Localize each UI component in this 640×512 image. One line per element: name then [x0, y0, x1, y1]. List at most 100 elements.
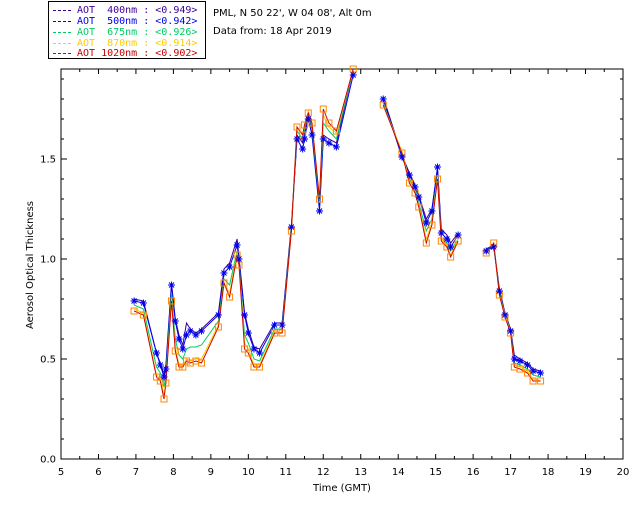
data-point-500 — [308, 131, 316, 139]
x-tick-label: 17 — [504, 467, 517, 478]
x-tick-label: 5 — [58, 467, 64, 478]
legend-item-675: AOT 675nm : <0.926> — [53, 27, 197, 38]
x-tick-label: 9 — [208, 467, 214, 478]
data-point-500 — [405, 171, 413, 179]
data-point-500 — [171, 317, 179, 325]
y-tick-label: 1.5 — [40, 155, 56, 166]
data-point-500 — [162, 365, 170, 373]
x-tick-label: 20 — [617, 467, 630, 478]
data-point-500 — [437, 229, 445, 237]
y-tick-label: 1.0 — [40, 255, 56, 266]
series-line-aot-1020nm — [133, 68, 541, 400]
data-point-1020 — [214, 323, 222, 331]
x-tick-label: 7 — [133, 467, 139, 478]
data-point-500 — [299, 145, 307, 153]
data-point-500 — [316, 207, 324, 215]
plot-frame — [60, 68, 624, 460]
data-point-500 — [168, 281, 176, 289]
data-point-1020 — [415, 203, 423, 211]
x-tick-label: 16 — [467, 467, 480, 478]
x-axis: 5 6 7 8 9 10 11 12 13 14 15 16 17 18 19 20 — [58, 69, 630, 478]
data-point-1020 — [271, 329, 279, 337]
data-point-500 — [256, 349, 264, 357]
x-tick-label: 6 — [95, 467, 101, 478]
data-point-500 — [192, 331, 200, 339]
data-point-500 — [501, 311, 509, 319]
data-point-500 — [130, 297, 138, 305]
data-point-500 — [214, 311, 222, 319]
data-point-1020 — [160, 395, 168, 403]
data-point-1020 — [171, 347, 179, 355]
legend-item-500: AOT 500nm : <0.942> — [53, 16, 197, 27]
data-point-1020 — [301, 121, 309, 129]
data-point-1020 — [405, 179, 413, 187]
data-point-500 — [156, 361, 164, 369]
legend-label-675: AOT 675nm : <0.926> — [77, 27, 198, 38]
series-line-aot-675nm — [133, 68, 541, 388]
data-point-1020 — [256, 363, 264, 371]
x-tick-label: 11 — [279, 467, 292, 478]
data-point-500 — [428, 207, 436, 215]
data-point-500 — [434, 163, 442, 171]
data-point-1020 — [183, 357, 191, 365]
data-point-500 — [422, 219, 430, 227]
data-point-1020 — [139, 311, 147, 319]
legend-swatch-400 — [53, 10, 71, 11]
data-point-500 — [332, 143, 340, 151]
y-axis-label: Aerosol Optical Thickness — [25, 201, 36, 329]
data-point-1020 — [244, 349, 252, 357]
legend-label-400: AOT 400nm : <0.949> — [77, 5, 198, 16]
site-info: PML, N 50 22', W 04 08', Alt 0m — [213, 8, 372, 19]
data-point-1020 — [175, 363, 183, 371]
series-layer — [130, 65, 545, 403]
data-point-1020 — [299, 131, 307, 139]
data-point-500 — [510, 355, 518, 363]
data-point-1020 — [319, 105, 327, 113]
data-point-1020 — [153, 373, 161, 381]
data-point-500 — [183, 331, 191, 339]
data-point-1020 — [308, 119, 316, 127]
legend-label-500: AOT 500nm : <0.942> — [77, 16, 198, 27]
data-point-1020 — [168, 297, 176, 305]
y-tick-label: 0.5 — [40, 355, 56, 366]
x-tick-label: 12 — [317, 467, 330, 478]
data-point-500 — [411, 183, 419, 191]
x-tick-label: 15 — [429, 467, 442, 478]
data-point-500 — [507, 327, 515, 335]
data-point-500 — [325, 139, 333, 147]
data-point-1020 — [220, 279, 228, 287]
legend-swatch-675 — [53, 32, 71, 33]
data-point-500 — [244, 329, 252, 337]
data-point-500 — [250, 345, 258, 353]
data-point-1020 — [198, 359, 205, 367]
data-point-500 — [523, 361, 531, 369]
data-point-500 — [175, 335, 183, 343]
data-point-500 — [293, 135, 301, 143]
series-line-aot-400nm — [133, 68, 541, 376]
data-point-500 — [186, 327, 194, 335]
data-point-500 — [179, 345, 187, 353]
data-point-500 — [495, 287, 503, 295]
data-point-500 — [529, 367, 537, 375]
data-point-500 — [319, 135, 327, 143]
data-point-1020 — [447, 253, 455, 261]
data-point-500 — [301, 135, 309, 143]
data-point-1020 — [316, 195, 324, 203]
legend-item-870: AOT 870nm : <0.914> — [53, 38, 197, 49]
legend-swatch-500 — [53, 21, 71, 22]
data-point-1020 — [241, 345, 249, 353]
data-point-500 — [482, 247, 490, 255]
data-point-500 — [160, 373, 168, 381]
data-point-500 — [198, 327, 205, 335]
data-point-500 — [447, 243, 455, 251]
data-point-1020 — [278, 329, 286, 337]
data-date: Data from: 18 Apr 2019 — [213, 26, 332, 37]
data-point-1020 — [179, 363, 187, 371]
data-point-500 — [226, 263, 234, 271]
legend-swatch-1020 — [53, 53, 71, 54]
x-tick-label: 14 — [392, 467, 405, 478]
x-tick-label: 10 — [242, 467, 255, 478]
data-point-1020 — [162, 379, 170, 387]
data-point-1020 — [434, 175, 442, 183]
